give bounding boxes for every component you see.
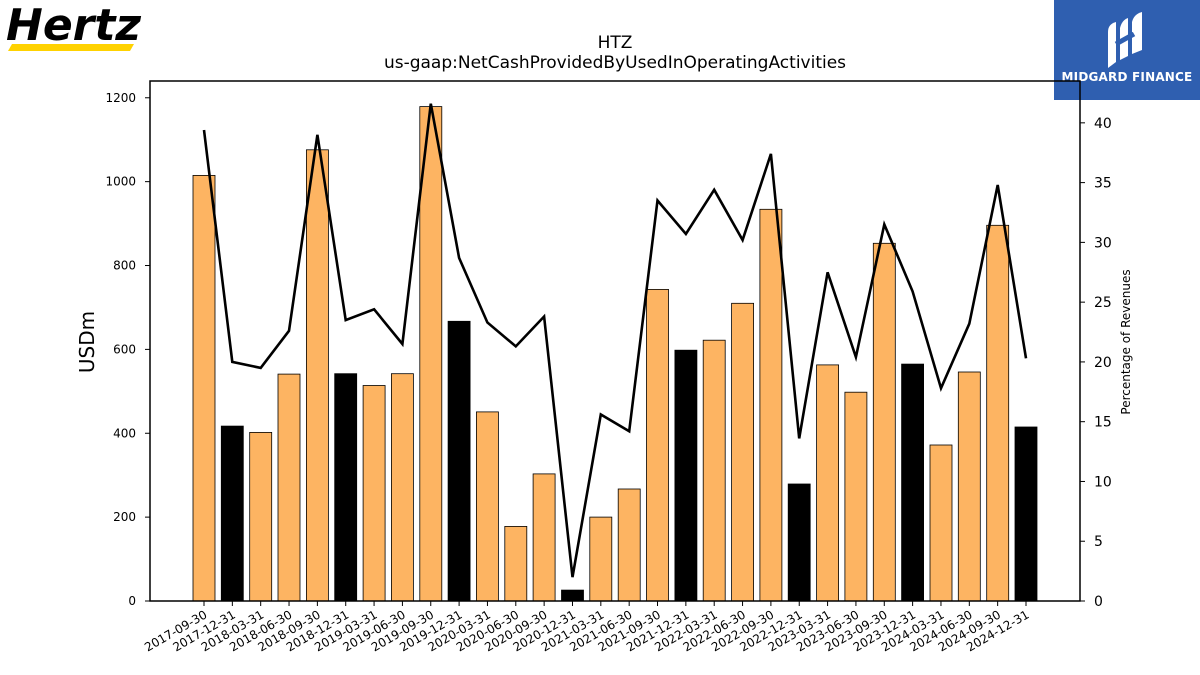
- bar: [731, 302, 754, 602]
- bar: [475, 411, 499, 602]
- bar: [419, 106, 443, 602]
- y2-tick-label: 25: [1094, 295, 1112, 311]
- bar: [787, 483, 811, 602]
- y2-tick-label: 5: [1094, 534, 1103, 550]
- y2-tick-label: 15: [1094, 415, 1112, 431]
- bar: [957, 371, 981, 602]
- bar: [759, 208, 783, 602]
- midgard-finance-name: MIDGARD FINANCE: [1061, 70, 1193, 84]
- hertz-logo: Hertz: [6, 0, 146, 54]
- y-axis-right: 0 5 10 15 20 25 30 35 40: [1080, 116, 1112, 610]
- chart-subtitle: us-gaap:NetCashProvidedByUsedInOperating…: [384, 53, 846, 73]
- y-axis-label: USDm: [75, 311, 99, 373]
- bar: [220, 425, 244, 602]
- bar: [390, 373, 414, 602]
- bar: [249, 431, 273, 602]
- percentage-line: [202, 103, 1028, 578]
- bar: [192, 174, 216, 602]
- bar: [1014, 426, 1038, 602]
- x-axis: 2017-09-302017-12-312018-03-312018-06-30…: [142, 601, 1032, 654]
- bar: [277, 373, 301, 602]
- bar-series: [192, 106, 1038, 602]
- bar: [929, 444, 953, 602]
- y2-tick-label: 30: [1094, 235, 1112, 251]
- y-tick-label: 1200: [105, 91, 136, 105]
- bar: [589, 516, 613, 602]
- bar: [674, 349, 698, 602]
- y-tick-label: 0: [128, 594, 136, 608]
- midgard-finance-icon: [1108, 12, 1142, 68]
- y2-tick-label: 10: [1094, 474, 1112, 490]
- bar: [702, 339, 726, 602]
- bar: [504, 526, 528, 602]
- bar: [334, 373, 358, 602]
- y2-axis-label: Percentage of Revenues: [1119, 269, 1133, 414]
- hertz-logo-graphic: Hertz: [6, 0, 141, 51]
- bar: [844, 391, 868, 602]
- y-tick-label: 200: [113, 510, 136, 524]
- y-tick-label: 1000: [105, 175, 136, 189]
- y2-tick-label: 40: [1094, 116, 1112, 132]
- bar: [617, 488, 641, 602]
- bar: [901, 363, 924, 602]
- y-tick-label: 800: [113, 259, 136, 273]
- bar: [816, 364, 839, 602]
- y2-tick-label: 0: [1094, 594, 1103, 610]
- y-tick-label: 400: [113, 426, 136, 440]
- hertz-logo-text: Hertz: [6, 4, 141, 51]
- plot-frame: [149, 80, 1081, 602]
- bar: [986, 224, 1010, 602]
- y-tick-label: 600: [113, 342, 136, 356]
- y2-tick-label: 20: [1094, 355, 1112, 371]
- midgard-finance-logo: MIDGARD FINANCE: [1054, 0, 1200, 100]
- y2-tick-label: 35: [1094, 176, 1112, 192]
- bar: [872, 242, 896, 602]
- bar: [532, 473, 556, 602]
- line-series: [202, 103, 1028, 578]
- bar: [305, 149, 329, 602]
- bar: [447, 320, 471, 602]
- hertz-logo-stripe: [8, 44, 134, 51]
- bar: [561, 589, 584, 602]
- bar: [362, 385, 386, 602]
- chart-title: HTZ: [598, 33, 633, 53]
- y-axis-left: 0 200 400 600 800 1000 1200: [105, 91, 150, 608]
- bar: [646, 288, 669, 602]
